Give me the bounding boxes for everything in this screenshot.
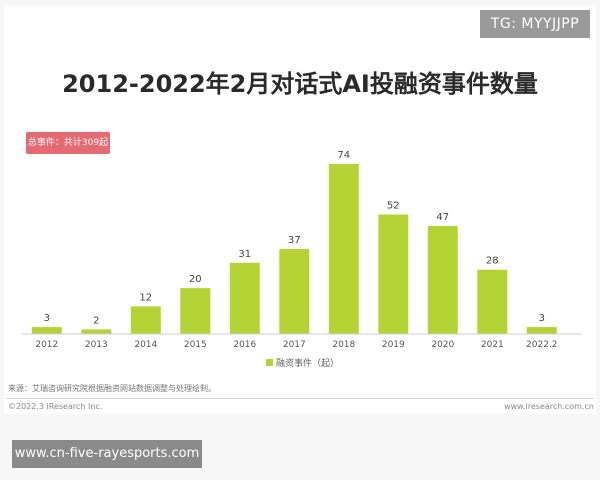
bar-2017 <box>279 249 310 334</box>
data-label-2014: 12 <box>139 292 152 303</box>
footer-divider <box>6 398 594 399</box>
bar-2019 <box>378 214 409 334</box>
data-label-2012: 3 <box>44 313 50 324</box>
data-label-2020: 47 <box>436 212 449 223</box>
x-tick-2013: 2013 <box>85 340 108 350</box>
bar-2014 <box>130 306 161 334</box>
bar-2018 <box>328 164 359 334</box>
bar-2012 <box>31 327 62 334</box>
data-label-2018: 74 <box>337 150 350 161</box>
data-label-2013: 2 <box>93 315 99 326</box>
x-tick-2018: 2018 <box>332 340 355 350</box>
data-label-2017: 37 <box>288 235 301 246</box>
bars-layer: 3 2012 2 2013 12 2014 20 2015 31 2016 37 2017 74 2018… <box>31 150 558 350</box>
legend-swatch <box>266 359 273 366</box>
x-tick-2015: 2015 <box>184 340 207 350</box>
x-tick-2016: 2016 <box>233 340 256 350</box>
data-label-2015: 20 <box>189 274 202 285</box>
copyright: ©2022.3 iResearch Inc. <box>8 402 103 411</box>
tg-badge: TG: MYYJJPP <box>480 10 590 38</box>
x-tick-2014: 2014 <box>134 340 157 350</box>
legend: 融资事件（起） <box>266 357 339 369</box>
data-label-2021: 28 <box>486 256 499 267</box>
data-label-2019: 52 <box>387 201 400 212</box>
x-tick-2017: 2017 <box>283 340 306 350</box>
bar-2016 <box>229 262 260 334</box>
chart-card <box>4 6 596 414</box>
chart-title: 2012-2022年2月对话式AI投融资事件数量 <box>62 70 538 98</box>
data-label-2016: 31 <box>238 249 251 260</box>
watermark-banner: www.cn-five-rayesports.com <box>12 440 202 468</box>
x-tick-2020: 2020 <box>431 340 454 350</box>
x-tick-2021: 2021 <box>481 340 504 350</box>
source-note: 来源：艾瑞咨询研究院根据融资网站数据调整与处理绘制。 <box>8 384 216 393</box>
x-tick-2012: 2012 <box>35 340 58 350</box>
data-label-2022.2: 3 <box>539 313 545 324</box>
x-tick-2019: 2019 <box>382 340 405 350</box>
legend-label: 融资事件（起） <box>276 357 339 369</box>
website-link[interactable]: www.iresearch.com.cn <box>504 402 594 411</box>
bar-2015 <box>180 288 211 334</box>
bar-2022.2 <box>526 327 557 334</box>
total-events-badge: 总事件：共计309起 <box>26 132 110 154</box>
bar-2013 <box>81 329 112 334</box>
bar-2021 <box>477 269 508 334</box>
x-tick-2022.2: 2022.2 <box>526 340 558 350</box>
bar-2020 <box>427 226 458 334</box>
